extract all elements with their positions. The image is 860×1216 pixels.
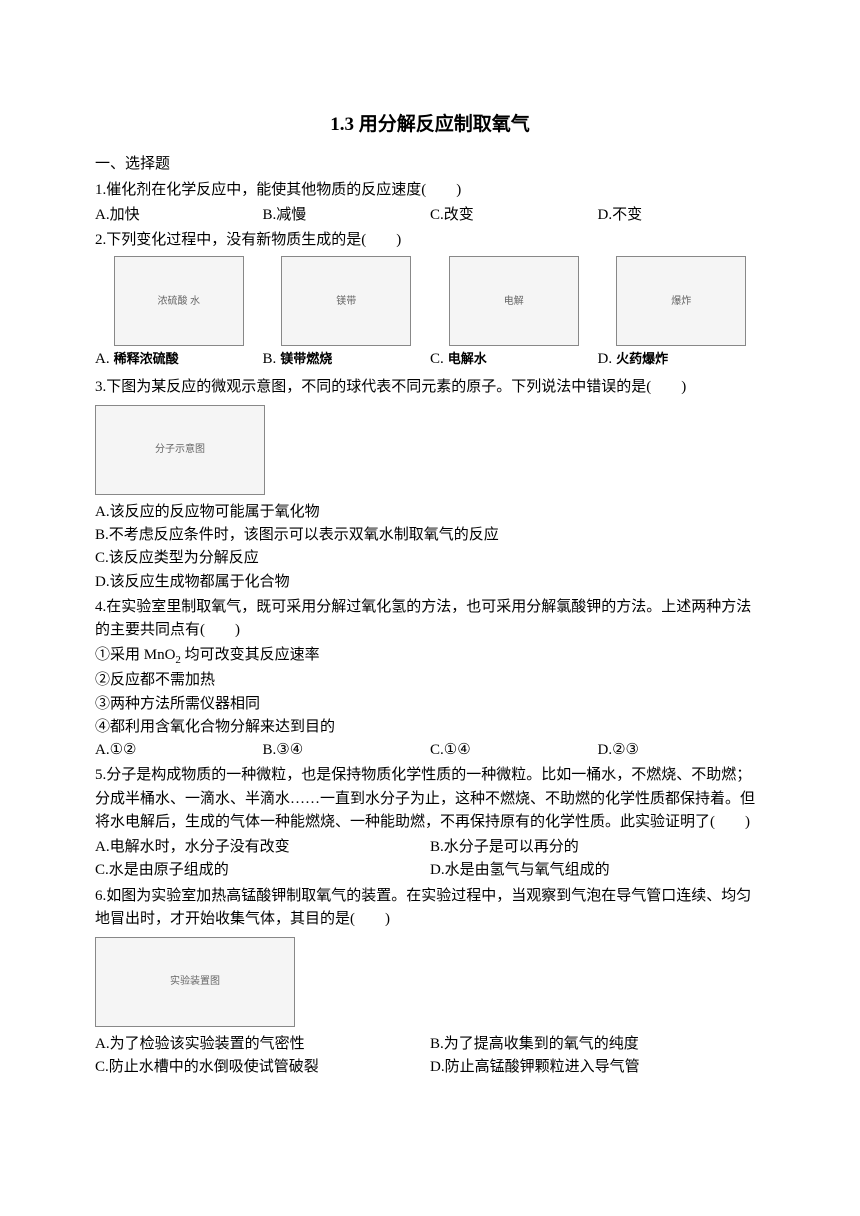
q4-item-3: ③两种方法所需仪器相同 — [95, 693, 765, 716]
q2-img-c: 电解 — [449, 256, 579, 346]
q3-opt-a: A.该反应的反应物可能属于氧化物 — [95, 501, 765, 524]
q2-label-c: C. — [430, 348, 444, 371]
q2-label-b: B. — [263, 348, 277, 371]
question-3: 3.下图为某反应的微观示意图，不同的球代表不同元素的原子。下列说法中错误的是( … — [95, 376, 765, 594]
q1-opt-b: B.减慢 — [263, 204, 431, 227]
q4-i1-pre: ①采用 MnO — [95, 647, 175, 663]
q4-options: A.①② B.③④ C.①④ D.②③ — [95, 739, 765, 762]
question-6: 6.如图为实验室加热高锰酸钾制取氧气的装置。在实验过程中，当观察到气泡在导气管口… — [95, 885, 765, 1080]
q2-img-d: 爆炸 — [616, 256, 746, 346]
q1-opt-c: C.改变 — [430, 204, 598, 227]
q5-opt-b: B.水分子是可以再分的 — [430, 836, 765, 859]
q6-apparatus: 实验装置图 — [95, 937, 295, 1027]
q2-img-a: 浓硫酸 水 — [114, 256, 244, 346]
q3-text: 3.下图为某反应的微观示意图，不同的球代表不同元素的原子。下列说法中错误的是( … — [95, 376, 765, 399]
q2-img-opt-c: 电解 C. 电解水 — [430, 256, 598, 371]
q3-opt-b: B.不考虑反应条件时，该图示可以表示双氧水制取氧气的反应 — [95, 524, 765, 547]
q5-options: A.电解水时，水分子没有改变 B.水分子是可以再分的 C.水是由原子组成的 D.… — [95, 836, 765, 883]
q4-text: 4.在实验室里制取氧气，既可采用分解过氧化氢的方法，也可采用分解氯酸钾的方法。上… — [95, 596, 765, 643]
q5-opt-d: D.水是由氢气与氧气组成的 — [430, 859, 765, 882]
q6-opt-b: B.为了提高收集到的氧气的纯度 — [430, 1033, 765, 1056]
q6-opt-d: D.防止高锰酸钾颗粒进入导气管 — [430, 1056, 765, 1079]
question-5: 5.分子是构成物质的一种微粒，也是保持物质化学性质的一种微粒。比如一桶水，不燃烧… — [95, 764, 765, 882]
q4-item-4: ④都利用含氧化合物分解来达到目的 — [95, 716, 765, 739]
q1-text: 1.催化剂在化学反应中，能使其他物质的反应速度( ) — [95, 179, 765, 202]
q1-options: A.加快 B.减慢 C.改变 D.不变 — [95, 204, 765, 227]
q2-caption-c: 电解水 — [448, 349, 487, 369]
q5-opt-c: C.水是由原子组成的 — [95, 859, 430, 882]
q6-text: 6.如图为实验室加热高锰酸钾制取氧气的装置。在实验过程中，当观察到气泡在导气管口… — [95, 885, 765, 932]
q6-opt-a: A.为了检验该实验装置的气密性 — [95, 1033, 430, 1056]
question-4: 4.在实验室里制取氧气，既可采用分解过氧化氢的方法，也可采用分解氯酸钾的方法。上… — [95, 596, 765, 763]
q2-label-a: A. — [95, 348, 110, 371]
q2-img-b: 镁带 — [281, 256, 411, 346]
section-header: 一、选择题 — [95, 153, 765, 176]
q3-opt-c: C.该反应类型为分解反应 — [95, 547, 765, 570]
q2-img-opt-d: 爆炸 D. 火药爆炸 — [598, 256, 766, 371]
q3-opt-d: D.该反应生成物都属于化合物 — [95, 571, 765, 594]
q2-caption-a: 稀释浓硫酸 — [114, 349, 179, 369]
q6-options: A.为了检验该实验装置的气密性 B.为了提高收集到的氧气的纯度 C.防止水槽中的… — [95, 1033, 765, 1080]
q4-opt-b: B.③④ — [263, 739, 431, 762]
q6-opt-c: C.防止水槽中的水倒吸使试管破裂 — [95, 1056, 430, 1079]
q2-img-opt-b: 镁带 B. 镁带燃烧 — [263, 256, 431, 371]
q2-text: 2.下列变化过程中，没有新物质生成的是( ) — [95, 229, 765, 252]
q2-caption-d: 火药爆炸 — [616, 349, 668, 369]
q1-opt-a: A.加快 — [95, 204, 263, 227]
q2-label-d: D. — [598, 348, 613, 371]
question-2: 2.下列变化过程中，没有新物质生成的是( ) 浓硫酸 水 A. 稀释浓硫酸 镁带… — [95, 229, 765, 372]
q4-opt-c: C.①④ — [430, 739, 598, 762]
q4-opt-d: D.②③ — [598, 739, 766, 762]
q2-caption-b: 镁带燃烧 — [280, 349, 332, 369]
document-title: 1.3 用分解反应制取氧气 — [95, 110, 765, 139]
q2-img-opt-a: 浓硫酸 水 A. 稀释浓硫酸 — [95, 256, 263, 371]
q3-diagram: 分子示意图 — [95, 405, 265, 495]
q1-opt-d: D.不变 — [598, 204, 766, 227]
q4-item-2: ②反应都不需加热 — [95, 669, 765, 692]
q4-i1-post: 均可改变其反应速率 — [181, 647, 320, 663]
q4-opt-a: A.①② — [95, 739, 263, 762]
question-1: 1.催化剂在化学反应中，能使其他物质的反应速度( ) A.加快 B.减慢 C.改… — [95, 179, 765, 228]
q5-opt-a: A.电解水时，水分子没有改变 — [95, 836, 430, 859]
q2-image-options: 浓硫酸 水 A. 稀释浓硫酸 镁带 B. 镁带燃烧 电解 C. 电解水 爆炸 D… — [95, 256, 765, 371]
q4-item-1: ①采用 MnO2 均可改变其反应速率 — [95, 644, 765, 669]
q5-text: 5.分子是构成物质的一种微粒，也是保持物质化学性质的一种微粒。比如一桶水，不燃烧… — [95, 764, 765, 834]
